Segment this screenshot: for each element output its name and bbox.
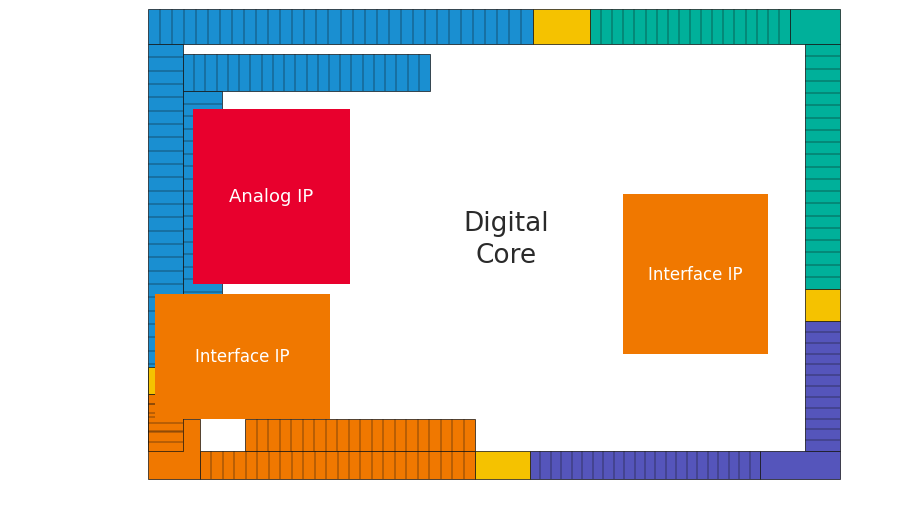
Bar — [533, 10, 590, 45]
Bar — [805, 45, 840, 289]
Text: Analog IP: Analog IP — [230, 188, 313, 206]
Text: Interface IP: Interface IP — [648, 266, 742, 283]
Bar — [183, 45, 805, 451]
Bar — [183, 92, 222, 367]
Text: Digital
Core: Digital Core — [464, 211, 549, 269]
Bar — [148, 10, 533, 45]
Bar — [590, 10, 790, 45]
Text: Interface IP: Interface IP — [195, 348, 290, 366]
Bar — [155, 294, 330, 419]
Bar — [148, 394, 183, 451]
Bar — [148, 45, 183, 444]
Bar — [200, 451, 475, 479]
Bar — [805, 289, 840, 321]
Bar — [148, 367, 183, 394]
Bar — [530, 451, 760, 479]
Bar — [805, 321, 840, 451]
Bar — [475, 451, 530, 479]
Bar — [148, 419, 200, 479]
Bar — [193, 110, 350, 284]
Bar — [183, 55, 430, 92]
Bar — [623, 194, 768, 355]
Bar — [760, 451, 840, 479]
Bar — [245, 419, 475, 451]
Bar — [790, 10, 840, 45]
